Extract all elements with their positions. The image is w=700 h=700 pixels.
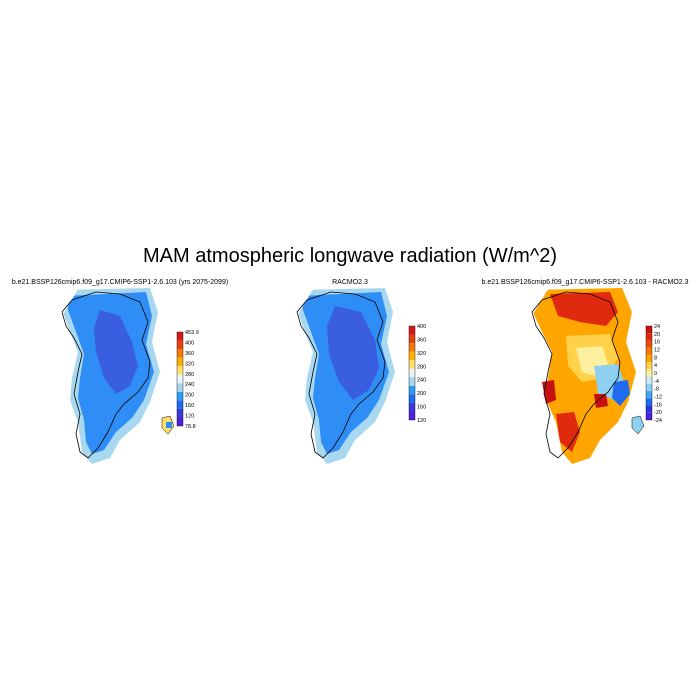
colorbar-swatch [177, 408, 183, 418]
colorbar-tick-label: 453.9 [185, 330, 199, 336]
colorbar-tick-label: 280 [185, 372, 194, 378]
colorbar-tick-label: 360 [417, 337, 426, 343]
colorbar-tick-label: -20 [654, 410, 662, 416]
colorbar-tick-label: 400 [185, 340, 194, 346]
colorbar-swatch [646, 369, 652, 377]
colorbar-swatch [409, 334, 415, 344]
diff-red-north [550, 292, 618, 326]
colorbar-tick-label: -8 [654, 387, 659, 393]
colorbar-swatch [646, 405, 652, 413]
colorbar-tick-label: 78.8 [185, 424, 196, 430]
colorbar-swatch [646, 333, 652, 341]
colorbar-obs: 400 360 320 280 240 200 160 120 [408, 324, 426, 424]
colorbar-frame [408, 325, 416, 421]
panel-model: b.e21.BSSP126cmip6.f09_g17.CMIP6-SSP1-2.… [0, 278, 240, 478]
colorbar-tick-label: 12 [654, 348, 660, 354]
colorbar-tick-label: 240 [185, 382, 194, 388]
colorbar-swatch [177, 357, 183, 367]
colorbar-swatch [409, 343, 415, 352]
colorbar-swatch [409, 402, 415, 412]
panel-diff: b.e21.BSSP126cmip6.f09_g17.CMIP6-SSP1-2.… [470, 278, 700, 478]
greenland-map-model [52, 286, 175, 464]
colorbar-swatch [409, 368, 415, 378]
panel-model-title: b.e21.BSSP126cmip6.f09_g17.CMIP6-SSP1-2.… [11, 279, 229, 286]
colorbar-swatch [177, 374, 183, 384]
ice-sheet-core [327, 306, 379, 400]
ice-sheet-core [94, 310, 138, 394]
colorbar-swatch [409, 385, 415, 395]
colorbar-swatch [177, 366, 183, 375]
colorbar-swatch [177, 349, 183, 358]
colorbar-swatch [409, 394, 415, 403]
diff-red-se [594, 394, 608, 408]
colorbar-tick-label: 120 [185, 414, 194, 420]
colorbar-swatch [646, 326, 652, 334]
colorbar-diff: 24 20 16 128 4 0 -4 -8 -12-16 -20 -24 [645, 324, 662, 424]
arctic-notch [287, 286, 315, 316]
colorbar-tick-label: 0 [654, 371, 657, 377]
colorbar-frame [176, 331, 184, 427]
greenland-map-diff [522, 286, 645, 464]
colorbar-swatch [646, 347, 652, 355]
colorbar-tick-label: -4 [654, 379, 659, 385]
colorbar-tick-label: 16 [654, 340, 660, 346]
island [631, 415, 645, 435]
colorbar-tick-label: 240 [417, 378, 426, 384]
greenland-map-obs [287, 286, 395, 464]
colorbar-tick-label: 400 [417, 324, 426, 330]
colorbar-tick-label: -16 [654, 402, 662, 408]
colorbar-swatch [409, 351, 415, 361]
colorbar-tick-label: 160 [417, 405, 426, 411]
colorbar-tick-label: -12 [654, 395, 662, 401]
colorbar-swatch [646, 362, 652, 370]
colorbar-tick-label: 320 [185, 361, 194, 367]
colorbar-tick-label: 320 [417, 351, 426, 357]
coastline [61, 291, 151, 459]
colorbar-tick-label: 200 [417, 391, 426, 397]
colorbar-swatch [177, 400, 183, 409]
colorbar-swatch [409, 377, 415, 386]
arctic-notch [522, 286, 550, 316]
colorbar-swatch [646, 412, 652, 420]
colorbar-swatch [177, 332, 183, 341]
colorbar-tick-label: 8 [654, 355, 657, 361]
colorbar-tick-label: 120 [417, 418, 426, 424]
colorbar-swatch [177, 340, 183, 350]
colorbar-model: 453.9 400 360 320 280 240 200 160 120 78.8 [176, 330, 199, 430]
colorbar-tick-label: 24 [654, 324, 660, 330]
panel-obs: RACMO2.3 400 360 320 280 240 200 160 120 [235, 278, 465, 478]
colorbar-tick-label: 160 [185, 403, 194, 409]
island-patch [166, 422, 172, 428]
coastline [296, 291, 386, 459]
colorbar-swatch [177, 383, 183, 392]
colorbar-tick-label: 280 [417, 364, 426, 370]
colorbar-tick-label: 360 [185, 351, 194, 357]
colorbar-swatch [646, 340, 652, 348]
panel-diff-title: b.e21.BSSP126cmip6.f09_g17.CMIP6-SSP1-2.… [481, 279, 689, 286]
colorbar-swatch [177, 417, 183, 426]
colorbar-swatch [409, 360, 415, 369]
colorbar-swatch [646, 398, 652, 406]
colorbar-tick-label: 20 [654, 332, 660, 338]
colorbar-swatch [646, 354, 652, 363]
coastline [531, 291, 621, 459]
colorbar-swatch [409, 411, 415, 420]
colorbar-tick-label: 200 [185, 393, 194, 399]
colorbar-swatch [409, 326, 415, 335]
arctic-notch [52, 286, 80, 316]
colorbar-swatch [646, 383, 652, 392]
diff-red-south [556, 412, 580, 452]
colorbar-swatch [646, 376, 652, 384]
colorbar-frame [645, 325, 653, 421]
diff-dark-blue-coast [612, 380, 630, 406]
figure-title: MAM atmospheric longwave radiation (W/m^… [143, 245, 557, 267]
colorbar-tick-label: -24 [654, 418, 662, 424]
panel-obs-title: RACMO2.3 [332, 279, 368, 286]
colorbar-tick-label: 4 [654, 363, 657, 369]
colorbar-swatch [177, 391, 183, 401]
colorbar-swatch [646, 391, 652, 399]
